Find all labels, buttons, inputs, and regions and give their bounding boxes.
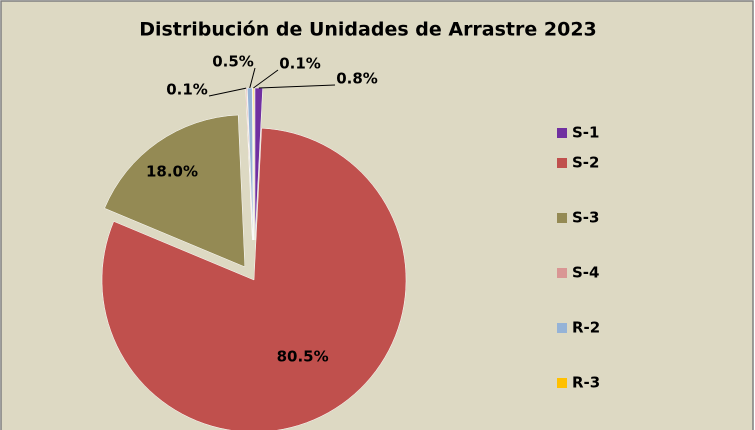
pie-slice	[104, 114, 246, 268]
data-label: 0.8%	[336, 70, 378, 88]
legend-label: R-2	[572, 319, 600, 337]
legend-label: R-3	[572, 374, 600, 392]
data-label: 0.5%	[212, 53, 254, 71]
legend-label: S-4	[572, 264, 599, 282]
legend-swatch	[557, 323, 567, 333]
legend-label: S-3	[572, 209, 599, 227]
leader-line	[253, 69, 279, 89]
data-label: 0.1%	[279, 55, 321, 73]
leader-line	[208, 87, 247, 97]
legend-swatch	[557, 158, 567, 168]
legend-swatch	[557, 213, 567, 223]
chart-title: Distribución de Unidades de Arrastre 202…	[139, 19, 597, 41]
data-label: 80.5%	[277, 348, 329, 366]
data-label: 0.1%	[166, 81, 208, 99]
data-label: 18.0%	[146, 163, 198, 181]
pie-slice	[101, 127, 407, 430]
legend-swatch	[557, 378, 567, 388]
legend-label: S-1	[572, 124, 599, 142]
leader-line	[258, 84, 336, 89]
legend-swatch	[557, 128, 567, 138]
leader-line	[249, 67, 256, 89]
pie-slice	[247, 87, 254, 241]
legend-swatch	[557, 268, 567, 278]
legend-label: S-2	[572, 154, 599, 172]
